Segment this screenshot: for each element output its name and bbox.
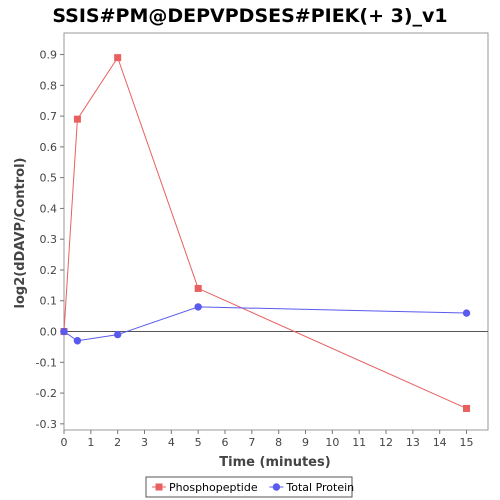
x-tick-label: 9 — [302, 436, 309, 449]
data-point — [113, 330, 122, 339]
x-tick-label: 0 — [61, 436, 68, 449]
data-point — [114, 54, 122, 62]
x-tick-label: 1 — [87, 436, 94, 449]
y-tick-label: 0.9 — [40, 49, 58, 62]
data-point — [463, 404, 471, 412]
x-tick-label: 11 — [352, 436, 366, 449]
y-tick-label: 0.8 — [40, 79, 58, 92]
data-point — [462, 309, 471, 317]
y-tick-label: 0.6 — [40, 141, 58, 154]
y-tick-label: 0.7 — [40, 110, 58, 123]
legend-label: Phosphopeptide — [169, 481, 258, 494]
y-tick-label: 0.1 — [40, 295, 58, 308]
y-tick-label: -0.3 — [36, 418, 57, 431]
x-tick-label: 7 — [248, 436, 255, 449]
x-tick-label: 13 — [406, 436, 420, 449]
x-tick-label: 10 — [325, 436, 339, 449]
x-tick-label: 3 — [141, 436, 148, 449]
legend-box — [145, 476, 353, 498]
data-point — [60, 327, 68, 336]
y-tick-label: 0.0 — [40, 326, 58, 339]
x-tick-label: 12 — [379, 436, 393, 449]
data-point — [194, 284, 202, 292]
y-tick-label: -0.2 — [36, 387, 57, 400]
x-tick-label: 4 — [168, 436, 175, 449]
legend-swatch-marker — [272, 483, 281, 491]
y-axis-label: log2(dDAVP/Control) — [13, 158, 28, 309]
y-tick-label: -0.1 — [36, 356, 57, 369]
legend: Phosphopeptide Total Protein — [145, 476, 354, 498]
x-tick-label: 14 — [433, 436, 447, 449]
x-tick-label: 6 — [222, 436, 229, 449]
plot-area: -0.3 -0.2 -0.1 0.0 0.1 0.2 0.3 0.4 0.5 0.6 0.7 0.8 0… — [36, 32, 489, 449]
x-tick-label: 8 — [275, 436, 282, 449]
x-tick-label: 5 — [195, 436, 202, 449]
data-point — [73, 337, 82, 345]
y-tick-label: 0.5 — [40, 172, 58, 185]
legend-swatch-marker — [155, 483, 163, 491]
x-tick-label: 15 — [460, 436, 474, 449]
legend-label: Total Protein — [285, 481, 354, 494]
y-tick-label: 0.2 — [40, 264, 58, 277]
x-axis-label: Time (minutes) — [219, 455, 330, 470]
plot-frame — [63, 32, 489, 431]
data-point — [73, 115, 81, 123]
data-point — [194, 303, 202, 311]
chart-title: SSIS#PM@DEPVPDSES#PIEK(+ 3)_v1 — [52, 5, 447, 27]
y-tick-label: 0.3 — [40, 233, 58, 246]
y-tick-label: 0.4 — [40, 202, 58, 215]
x-tick-label: 2 — [114, 436, 121, 449]
